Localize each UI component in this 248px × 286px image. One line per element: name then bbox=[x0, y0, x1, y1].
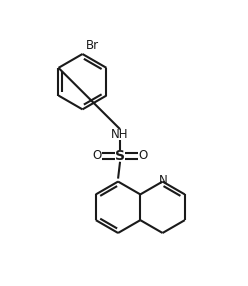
Text: Br: Br bbox=[86, 39, 98, 52]
Text: NH: NH bbox=[111, 128, 129, 141]
Text: O: O bbox=[138, 149, 147, 162]
Text: S: S bbox=[115, 149, 125, 163]
Text: N: N bbox=[159, 174, 168, 187]
Text: O: O bbox=[93, 149, 102, 162]
